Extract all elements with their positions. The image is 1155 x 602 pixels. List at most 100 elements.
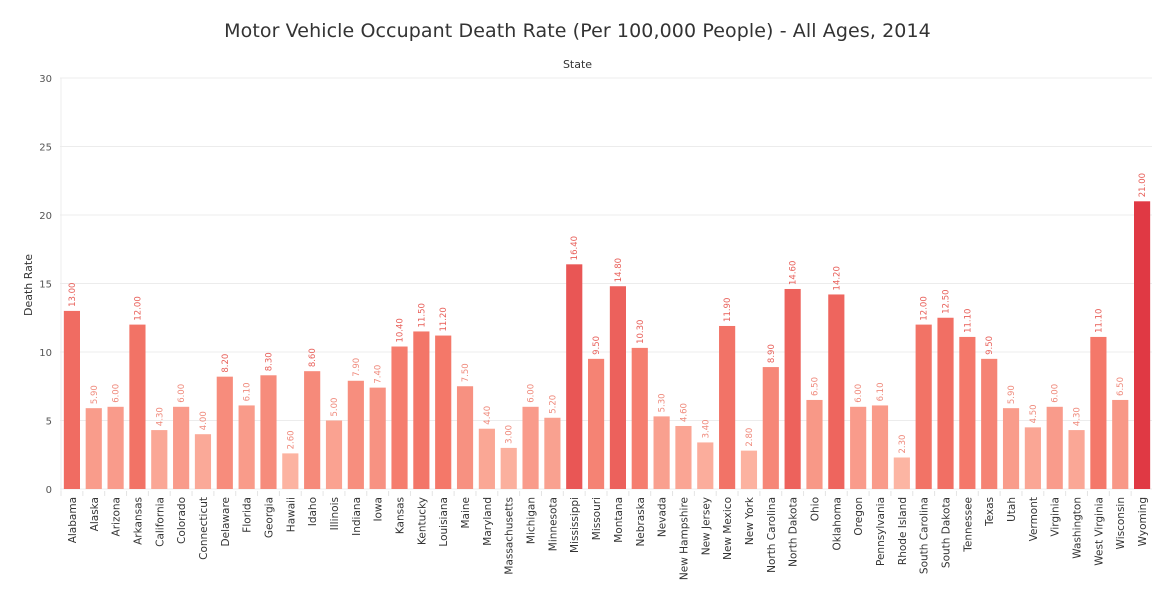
- value-label: 8.90: [767, 344, 777, 363]
- value-label: 8.20: [221, 354, 231, 373]
- x-tick-label: Oregon: [853, 497, 865, 536]
- bar-illinois[interactable]: [325, 420, 343, 490]
- x-tick-label: Texas: [984, 497, 996, 527]
- value-label: 5.00: [330, 398, 340, 417]
- bar-kansas[interactable]: [391, 346, 408, 489]
- x-tick-label: Maine: [460, 497, 472, 529]
- bar-new-york[interactable]: [740, 450, 758, 489]
- bar-new-mexico[interactable]: [719, 325, 736, 489]
- x-tick-label: Mississippi: [569, 497, 581, 553]
- value-label: 12.50: [942, 289, 952, 313]
- bar-new-jersey[interactable]: [697, 442, 714, 489]
- bar-alabama[interactable]: [63, 310, 81, 489]
- x-tick-label: Connecticut: [198, 497, 210, 560]
- value-label: 2.80: [745, 428, 755, 447]
- bar-north-dakota[interactable]: [784, 288, 801, 489]
- bar-north-carolina[interactable]: [762, 367, 779, 489]
- bar-hawaii[interactable]: [282, 453, 299, 489]
- x-tick-label: Arizona: [111, 497, 123, 536]
- bar-kentucky[interactable]: [413, 331, 430, 489]
- y-tick-label: 30: [39, 74, 52, 85]
- bar-south-carolina[interactable]: [915, 324, 932, 489]
- value-label: 10.30: [636, 320, 646, 344]
- bar-texas[interactable]: [981, 358, 998, 489]
- bar-california[interactable]: [151, 430, 168, 489]
- value-label: 7.90: [352, 358, 362, 377]
- chart-title: Motor Vehicle Occupant Death Rate (Per 1…: [224, 20, 931, 42]
- y-tick-label: 15: [39, 280, 52, 291]
- x-tick-label: Arkansas: [132, 497, 144, 545]
- bar-delaware[interactable]: [216, 376, 233, 489]
- bar-montana[interactable]: [609, 286, 627, 489]
- bar-ohio[interactable]: [806, 399, 823, 489]
- value-label: 6.00: [527, 384, 537, 403]
- bar-oregon[interactable]: [850, 406, 867, 489]
- bar-idaho[interactable]: [304, 371, 321, 489]
- value-label: 4.60: [679, 403, 689, 422]
- bar-mississippi[interactable]: [566, 264, 583, 489]
- bar-oklahoma[interactable]: [828, 294, 845, 489]
- bar-wisconsin[interactable]: [1112, 399, 1129, 489]
- value-label: 4.30: [155, 407, 165, 426]
- bar-rhode-island[interactable]: [893, 457, 910, 489]
- bar-pennsylvania[interactable]: [871, 405, 889, 489]
- bar-nevada[interactable]: [653, 416, 670, 489]
- value-label: 2.30: [898, 435, 908, 454]
- x-tick-label: South Carolina: [919, 497, 931, 574]
- x-tick-label: Colorado: [176, 497, 188, 544]
- bar-wyoming[interactable]: [1133, 201, 1151, 490]
- bar-arizona[interactable]: [107, 406, 124, 489]
- bar-missouri[interactable]: [587, 358, 605, 489]
- bar-utah[interactable]: [1002, 408, 1020, 489]
- value-label: 11.10: [1094, 309, 1104, 333]
- bar-new-hampshire[interactable]: [675, 425, 692, 489]
- bar-colorado[interactable]: [173, 406, 190, 489]
- value-label: 5.90: [1007, 385, 1017, 404]
- value-label: 3.40: [701, 419, 711, 438]
- value-label: 14.60: [789, 261, 799, 285]
- value-label: 6.10: [243, 382, 253, 401]
- value-label: 2.60: [286, 430, 296, 449]
- value-label: 6.50: [810, 377, 820, 396]
- bar-arkansas[interactable]: [129, 324, 146, 489]
- bar-south-dakota[interactable]: [937, 317, 954, 489]
- bar-indiana[interactable]: [347, 380, 364, 489]
- value-label: 6.10: [876, 382, 886, 401]
- bar-alaska[interactable]: [85, 408, 102, 489]
- bar-florida[interactable]: [238, 405, 255, 489]
- bars: [63, 201, 1151, 490]
- value-label: 7.40: [374, 365, 384, 384]
- value-label: 9.50: [592, 336, 602, 355]
- x-tick-label: Ohio: [809, 497, 821, 521]
- bar-minnesota[interactable]: [544, 417, 561, 489]
- bar-iowa[interactable]: [369, 387, 386, 489]
- bar-georgia[interactable]: [260, 375, 277, 489]
- bar-massachusetts[interactable]: [500, 447, 517, 489]
- bar-vermont[interactable]: [1024, 427, 1041, 489]
- bar-maine[interactable]: [456, 386, 474, 489]
- bar-michigan[interactable]: [522, 406, 539, 489]
- column-header-state: State: [562, 58, 593, 71]
- value-label: 6.00: [177, 384, 187, 403]
- bar-west-virginia[interactable]: [1090, 336, 1107, 489]
- x-tick-label: New Jersey: [700, 497, 712, 555]
- value-label: 13.00: [68, 283, 78, 307]
- x-tick-label: Iowa: [373, 497, 385, 522]
- x-tick-label: Nebraska: [635, 497, 647, 547]
- bar-tennessee[interactable]: [959, 336, 976, 489]
- bar-louisiana[interactable]: [435, 335, 452, 489]
- x-tick-label: New York: [744, 496, 756, 545]
- value-label: 11.90: [723, 298, 733, 322]
- x-tick-label: New Hampshire: [678, 497, 690, 580]
- x-tick-label: Nevada: [657, 497, 669, 537]
- x-tick-label: Indiana: [351, 497, 363, 536]
- bar-nebraska[interactable]: [631, 347, 648, 489]
- value-label: 7.50: [461, 363, 471, 382]
- bar-virginia[interactable]: [1046, 406, 1063, 489]
- x-tick-label: Delaware: [220, 497, 232, 546]
- bar-connecticut[interactable]: [194, 434, 212, 489]
- value-label: 5.90: [90, 385, 100, 404]
- bar-washington[interactable]: [1068, 430, 1085, 489]
- bar-maryland[interactable]: [478, 428, 495, 489]
